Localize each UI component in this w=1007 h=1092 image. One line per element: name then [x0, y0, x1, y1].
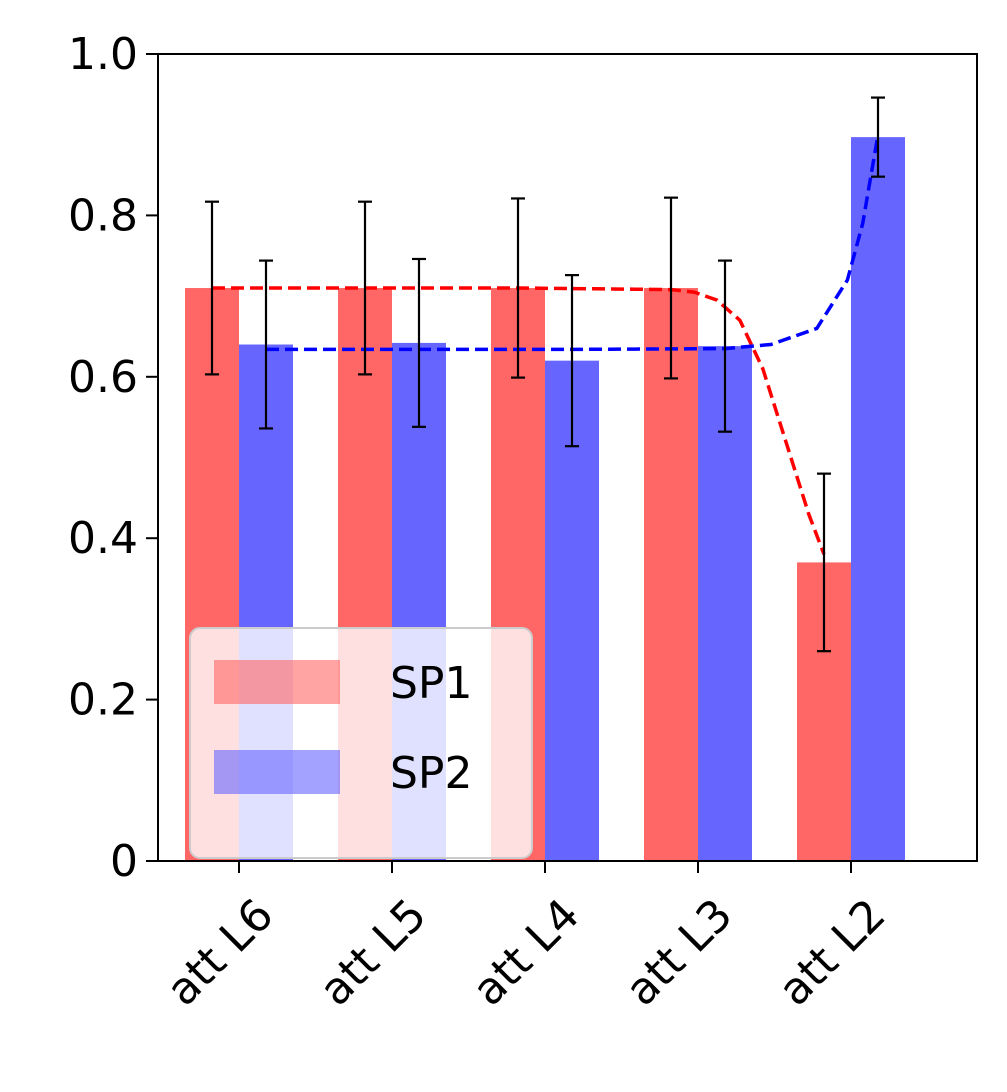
- sp1-error-bar-4: [817, 472, 831, 653]
- sp1-bar-att-l3: [644, 288, 698, 861]
- sp2-error-bar-4: [871, 96, 885, 178]
- sp2-error-bar-0: [259, 259, 273, 430]
- error-bars-layer: [205, 96, 885, 653]
- sp2-error-bar-3: [718, 259, 732, 433]
- x-axis: att L6 att L5 att L4 att L3 att L2: [157, 861, 896, 1016]
- y-tick-label: 0: [110, 836, 138, 887]
- x-tick-label: att L4: [463, 889, 590, 1016]
- y-tick-label: 0.6: [68, 352, 138, 403]
- legend-label-sp2: SP2: [390, 748, 472, 799]
- plot-area-frame: [157, 53, 978, 862]
- bars-layer: [185, 137, 905, 862]
- sp2-trend-line: [266, 134, 880, 352]
- y-tick-label: 0.4: [68, 513, 138, 564]
- y-axis: 0 0.2 0.4 0.6 0.8 1.0: [68, 29, 158, 887]
- sp1-error-bar-2: [511, 197, 525, 379]
- sp1-error-bar-3: [664, 196, 678, 380]
- legend-label-sp1: SP1: [390, 658, 472, 709]
- sp2-error-bar-2: [565, 274, 579, 448]
- sp1-trend-line: [212, 286, 826, 555]
- x-tick-label: att L3: [616, 889, 743, 1016]
- legend-swatch-sp2: [214, 750, 340, 794]
- y-tick-label: 0.8: [68, 190, 138, 241]
- y-tick-label: 0.2: [68, 675, 138, 726]
- y-tick-label: 1.0: [68, 29, 138, 80]
- sp2-bar-att-l2: [851, 137, 905, 862]
- legend-swatch-sp1: [214, 660, 340, 704]
- sp2-error-bar-1: [412, 257, 426, 428]
- legend: SP1 SP2: [189, 627, 533, 859]
- x-tick-label: att L2: [769, 889, 896, 1016]
- x-tick-label: att L6: [157, 889, 284, 1016]
- sp1-error-bar-1: [358, 200, 372, 376]
- trend-lines-layer: [212, 134, 880, 555]
- sp1-error-bar-0: [205, 200, 219, 376]
- x-tick-label: att L5: [310, 889, 437, 1016]
